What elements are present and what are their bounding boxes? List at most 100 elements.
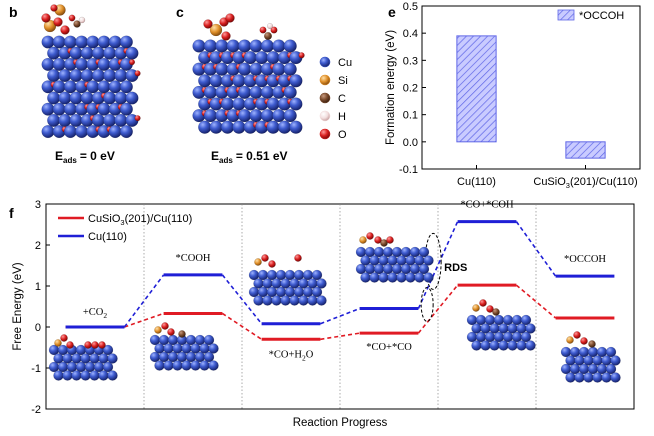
- cu-atom: [47, 46, 61, 60]
- free-energy-diagram: -2 -1 0 1 2 3 Free Energy (eV) Reaction Progres…: [12, 199, 635, 429]
- y-tick-label-f: -1: [31, 363, 41, 375]
- cu-atom: [605, 363, 617, 375]
- adsorbate-atom: [492, 308, 500, 316]
- state-label-0-main: +CO: [83, 307, 104, 318]
- adsorption-energy-c: Eads = 0.51 eV: [211, 149, 288, 165]
- cu-atom: [215, 62, 229, 76]
- o-atom: [50, 4, 58, 12]
- legend-atom-label-h: H: [338, 111, 346, 123]
- state-label-1-main: *COOH: [175, 253, 210, 264]
- cu-atom: [52, 57, 66, 71]
- cu-atom: [280, 295, 291, 306]
- cu-atom: [277, 120, 292, 134]
- cu-atom: [62, 370, 73, 381]
- state-label-0-sub: 2: [103, 311, 107, 320]
- cu-atom: [498, 340, 509, 351]
- cu-atom: [198, 120, 212, 134]
- cu-atom: [103, 46, 117, 60]
- state-label-4: *CO+*COH: [460, 200, 514, 211]
- cu-atom: [238, 85, 252, 100]
- cu-atom: [583, 372, 594, 383]
- adsorbate-atom: [580, 337, 588, 345]
- adsorbate-atom: [479, 299, 487, 307]
- formation-energy-chart: -0.1 0.0 0.1 0.2 0.3 0.4 0.5 Formation energy (…: [385, 1, 641, 190]
- connector-1-1: [221, 274, 263, 325]
- cu-atom: [208, 343, 219, 354]
- intermediate-structure-0: [48, 334, 118, 381]
- cu-atom: [80, 69, 94, 83]
- c-atom: [73, 20, 81, 28]
- adsorbate-atom: [161, 322, 169, 330]
- cu-atom: [574, 372, 585, 383]
- x-axis-label-f: Reaction Progress: [293, 417, 388, 429]
- cu-atom: [119, 125, 133, 139]
- cu-atom: [102, 344, 114, 356]
- o-atom: [298, 52, 305, 59]
- o-atom: [134, 115, 141, 122]
- x-tick-label-e-1-main: CuSiO: [533, 176, 566, 188]
- panel-letter-e: e: [388, 4, 396, 20]
- cu-atom: [396, 272, 407, 283]
- cu-atom: [63, 102, 77, 116]
- state-label-5: *OCCOH: [564, 254, 606, 265]
- legend-atom-c-icon: [319, 92, 331, 104]
- eads-value-b: = 0 eV: [80, 149, 115, 163]
- structure-c-image: [192, 13, 305, 134]
- cu-atom: [311, 286, 323, 298]
- legend-atom-h-icon: [319, 110, 331, 122]
- y-tick-label-e: -0.1: [399, 164, 418, 176]
- connector-0-1: [221, 312, 263, 340]
- intermediate-structure-2: [248, 254, 327, 306]
- legend-label-f-0: CuSiO3(201)/Cu(110): [88, 213, 192, 227]
- cu-atom: [249, 108, 263, 123]
- adsorption-energy-b: Eads = 0 eV: [55, 149, 115, 165]
- plot-frame-e: [421, 5, 641, 170]
- y-tick-label-f: 3: [35, 199, 41, 211]
- cu-atom: [172, 360, 183, 371]
- h-atom: [78, 16, 86, 24]
- cu-atom: [181, 360, 192, 371]
- cu-atom: [114, 113, 128, 127]
- cu-atom: [97, 35, 111, 49]
- y-tick-label-f: 0: [35, 322, 41, 334]
- cu-atom: [249, 39, 263, 53]
- cu-atom: [489, 340, 500, 351]
- eads-subscript-b: ads: [63, 156, 77, 165]
- cu-atom: [80, 91, 94, 105]
- cu-atom: [80, 46, 94, 60]
- legend-label-f-0-tail: (201)/Cu(110): [125, 213, 193, 225]
- cu-atom: [41, 35, 55, 49]
- cu-atom: [605, 346, 617, 358]
- state-label-2-main: *CO+H: [269, 349, 303, 360]
- adsorbate-atom: [178, 330, 186, 338]
- cu-atom: [262, 295, 273, 306]
- x-tick-label-e-1: CuSiO3(201)/Cu(110): [533, 176, 637, 190]
- state-label-4-main: *CO+*COH: [460, 200, 514, 211]
- cu-atom: [266, 50, 280, 65]
- cu-atom: [108, 125, 122, 139]
- cu-atom: [71, 370, 82, 381]
- legend-label-f-0-main: CuSiO: [88, 213, 121, 225]
- adsorbate-atom: [60, 334, 68, 342]
- cu-atom: [238, 62, 252, 76]
- cu-atom: [91, 46, 105, 60]
- cu-atom: [192, 39, 206, 53]
- cu-atom: [266, 97, 280, 111]
- y-tick-label-e: 0.0: [403, 137, 418, 149]
- y-tick-label-e: 0.5: [403, 1, 418, 13]
- o-atom: [134, 70, 141, 77]
- cu-atom: [360, 272, 371, 283]
- cu-atom: [220, 120, 235, 134]
- cu-atom: [154, 360, 165, 371]
- rds-annotation: RDS: [444, 262, 467, 274]
- adsorbate-atom: [66, 341, 74, 349]
- o-atom: [203, 19, 213, 29]
- state-label-5-main: *OCCOH: [564, 254, 606, 265]
- state-label-2: *CO+H2O: [269, 349, 314, 362]
- cu-atom: [232, 120, 246, 134]
- cu-atom: [108, 80, 122, 94]
- x-tick-label-e-0-main: Cu(110): [457, 176, 496, 188]
- adsorbate-atom: [366, 232, 374, 240]
- cu-atom: [316, 278, 327, 289]
- cu-atom: [209, 74, 223, 88]
